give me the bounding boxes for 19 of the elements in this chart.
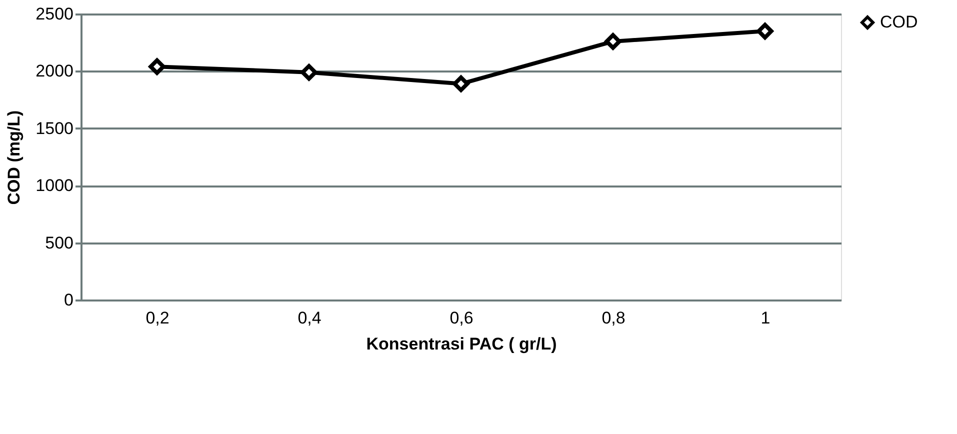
y-tick-label: 0 bbox=[64, 290, 74, 310]
point bbox=[756, 22, 774, 40]
x-tick-label: 0,2 bbox=[146, 308, 170, 328]
point bbox=[148, 58, 166, 75]
y-tick-label: 500 bbox=[45, 233, 74, 252]
x-tick-label: 0,6 bbox=[450, 308, 474, 328]
legend-label: COD bbox=[880, 12, 918, 32]
x-tick-label: 0,4 bbox=[298, 308, 322, 328]
point bbox=[452, 75, 470, 92]
y-tick-label: 1500 bbox=[36, 118, 74, 138]
x-tick-label: 0,8 bbox=[602, 308, 626, 328]
y-axis-title: COD (mg/L) bbox=[4, 110, 24, 205]
point bbox=[300, 64, 318, 81]
x-axis-title: Konsentrasi PAC ( gr/L) bbox=[366, 334, 557, 354]
y-tick-label: 2000 bbox=[36, 62, 74, 81]
y-tick-label: 1000 bbox=[36, 176, 74, 196]
point bbox=[604, 33, 622, 50]
x-tick-label: 1 bbox=[760, 308, 770, 328]
y-tick-label: 2500 bbox=[36, 4, 74, 24]
